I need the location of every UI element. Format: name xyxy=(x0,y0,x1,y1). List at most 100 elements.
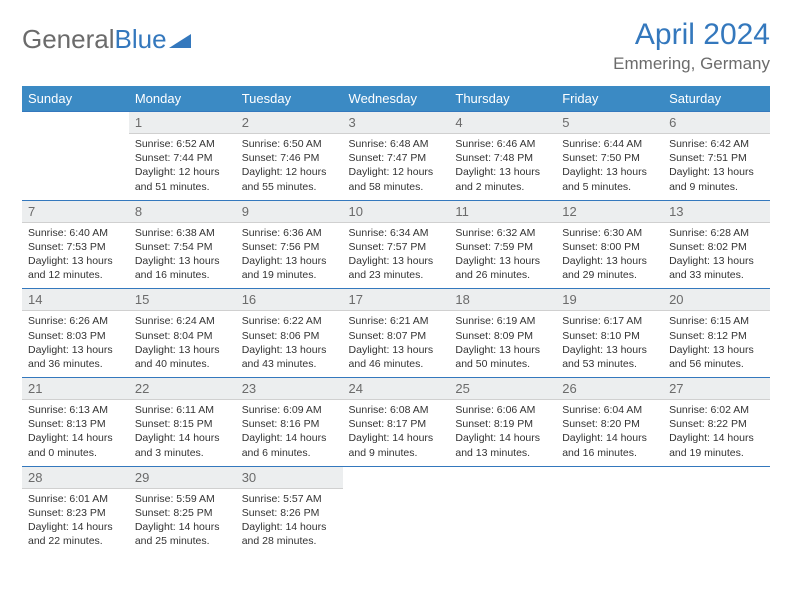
day-number: 19 xyxy=(556,289,663,311)
daylight-text: and 53 minutes. xyxy=(562,357,657,371)
sunrise-text: Sunrise: 6:01 AM xyxy=(28,492,123,506)
sunset-text: Sunset: 8:09 PM xyxy=(455,329,550,343)
day-cell xyxy=(663,488,770,554)
day-cell: Sunrise: 6:42 AMSunset: 7:51 PMDaylight:… xyxy=(663,134,770,201)
weekday-header: Friday xyxy=(556,86,663,112)
sunrise-text: Sunrise: 6:19 AM xyxy=(455,314,550,328)
day-number: 7 xyxy=(22,200,129,222)
title-block: April 2024 Emmering, Germany xyxy=(613,18,770,74)
daylight-text: Daylight: 13 hours xyxy=(562,165,657,179)
day-cell: Sunrise: 6:48 AMSunset: 7:47 PMDaylight:… xyxy=(343,134,450,201)
day-number: 1 xyxy=(129,112,236,134)
daylight-text: Daylight: 13 hours xyxy=(562,254,657,268)
daylight-text: Daylight: 12 hours xyxy=(349,165,444,179)
day-content-row: Sunrise: 6:52 AMSunset: 7:44 PMDaylight:… xyxy=(22,134,770,201)
day-cell: Sunrise: 6:09 AMSunset: 8:16 PMDaylight:… xyxy=(236,400,343,467)
daylight-text: and 0 minutes. xyxy=(28,446,123,460)
sunrise-text: Sunrise: 6:44 AM xyxy=(562,137,657,151)
sunrise-text: Sunrise: 6:42 AM xyxy=(669,137,764,151)
day-cell: Sunrise: 6:01 AMSunset: 8:23 PMDaylight:… xyxy=(22,488,129,554)
sunset-text: Sunset: 8:13 PM xyxy=(28,417,123,431)
sunset-text: Sunset: 7:59 PM xyxy=(455,240,550,254)
sunrise-text: Sunrise: 6:30 AM xyxy=(562,226,657,240)
daylight-text: Daylight: 14 hours xyxy=(28,520,123,534)
calendar-table: Sunday Monday Tuesday Wednesday Thursday… xyxy=(22,86,770,554)
daylight-text: and 55 minutes. xyxy=(242,180,337,194)
daylight-text: and 9 minutes. xyxy=(669,180,764,194)
sunrise-text: Sunrise: 6:15 AM xyxy=(669,314,764,328)
day-content-row: Sunrise: 6:40 AMSunset: 7:53 PMDaylight:… xyxy=(22,222,770,289)
weekday-header: Tuesday xyxy=(236,86,343,112)
sunset-text: Sunset: 8:04 PM xyxy=(135,329,230,343)
daylight-text: and 6 minutes. xyxy=(242,446,337,460)
daylight-text: Daylight: 13 hours xyxy=(242,343,337,357)
sunset-text: Sunset: 8:07 PM xyxy=(349,329,444,343)
daylight-text: and 23 minutes. xyxy=(349,268,444,282)
day-number: 10 xyxy=(343,200,450,222)
day-cell xyxy=(449,488,556,554)
day-cell: Sunrise: 5:57 AMSunset: 8:26 PMDaylight:… xyxy=(236,488,343,554)
day-cell: Sunrise: 6:13 AMSunset: 8:13 PMDaylight:… xyxy=(22,400,129,467)
day-number: 23 xyxy=(236,378,343,400)
day-number: 2 xyxy=(236,112,343,134)
logo-text-2: Blue xyxy=(115,24,167,55)
daylight-text: Daylight: 13 hours xyxy=(455,254,550,268)
daylight-text: and 40 minutes. xyxy=(135,357,230,371)
location: Emmering, Germany xyxy=(613,54,770,74)
daylight-text: Daylight: 12 hours xyxy=(135,165,230,179)
sunset-text: Sunset: 7:57 PM xyxy=(349,240,444,254)
daylight-text: Daylight: 13 hours xyxy=(349,254,444,268)
daylight-text: and 16 minutes. xyxy=(562,446,657,460)
day-cell: Sunrise: 6:11 AMSunset: 8:15 PMDaylight:… xyxy=(129,400,236,467)
sunrise-text: Sunrise: 6:02 AM xyxy=(669,403,764,417)
day-number-row: 78910111213 xyxy=(22,200,770,222)
day-cell: Sunrise: 6:36 AMSunset: 7:56 PMDaylight:… xyxy=(236,222,343,289)
day-number: 15 xyxy=(129,289,236,311)
sunset-text: Sunset: 7:50 PM xyxy=(562,151,657,165)
day-number xyxy=(22,112,129,134)
daylight-text: Daylight: 13 hours xyxy=(28,343,123,357)
daylight-text: and 43 minutes. xyxy=(242,357,337,371)
sunrise-text: Sunrise: 6:11 AM xyxy=(135,403,230,417)
sunrise-text: Sunrise: 6:38 AM xyxy=(135,226,230,240)
sunset-text: Sunset: 8:26 PM xyxy=(242,506,337,520)
daylight-text: and 56 minutes. xyxy=(669,357,764,371)
day-cell: Sunrise: 6:17 AMSunset: 8:10 PMDaylight:… xyxy=(556,311,663,378)
sunrise-text: Sunrise: 6:40 AM xyxy=(28,226,123,240)
day-number: 8 xyxy=(129,200,236,222)
day-cell: Sunrise: 6:26 AMSunset: 8:03 PMDaylight:… xyxy=(22,311,129,378)
daylight-text: Daylight: 14 hours xyxy=(242,520,337,534)
daylight-text: and 25 minutes. xyxy=(135,534,230,548)
day-content-row: Sunrise: 6:26 AMSunset: 8:03 PMDaylight:… xyxy=(22,311,770,378)
sunrise-text: Sunrise: 5:57 AM xyxy=(242,492,337,506)
sunrise-text: Sunrise: 6:21 AM xyxy=(349,314,444,328)
daylight-text: and 26 minutes. xyxy=(455,268,550,282)
sunset-text: Sunset: 8:06 PM xyxy=(242,329,337,343)
sunrise-text: Sunrise: 6:22 AM xyxy=(242,314,337,328)
day-cell: Sunrise: 6:21 AMSunset: 8:07 PMDaylight:… xyxy=(343,311,450,378)
sunset-text: Sunset: 8:02 PM xyxy=(669,240,764,254)
day-number: 11 xyxy=(449,200,556,222)
daylight-text: Daylight: 13 hours xyxy=(669,254,764,268)
sunrise-text: Sunrise: 6:52 AM xyxy=(135,137,230,151)
day-content-row: Sunrise: 6:13 AMSunset: 8:13 PMDaylight:… xyxy=(22,400,770,467)
day-number: 4 xyxy=(449,112,556,134)
sunrise-text: Sunrise: 6:06 AM xyxy=(455,403,550,417)
daylight-text: Daylight: 14 hours xyxy=(349,431,444,445)
daylight-text: Daylight: 13 hours xyxy=(28,254,123,268)
daylight-text: Daylight: 14 hours xyxy=(135,520,230,534)
day-number: 6 xyxy=(663,112,770,134)
day-number: 13 xyxy=(663,200,770,222)
logo-text-1: General xyxy=(22,24,115,55)
day-cell: Sunrise: 6:02 AMSunset: 8:22 PMDaylight:… xyxy=(663,400,770,467)
daylight-text: and 13 minutes. xyxy=(455,446,550,460)
daylight-text: Daylight: 14 hours xyxy=(242,431,337,445)
daylight-text: and 58 minutes. xyxy=(349,180,444,194)
daylight-text: and 12 minutes. xyxy=(28,268,123,282)
day-number: 27 xyxy=(663,378,770,400)
daylight-text: Daylight: 14 hours xyxy=(455,431,550,445)
daylight-text: Daylight: 13 hours xyxy=(562,343,657,357)
sunset-text: Sunset: 8:15 PM xyxy=(135,417,230,431)
day-number xyxy=(343,466,450,488)
sunset-text: Sunset: 8:10 PM xyxy=(562,329,657,343)
